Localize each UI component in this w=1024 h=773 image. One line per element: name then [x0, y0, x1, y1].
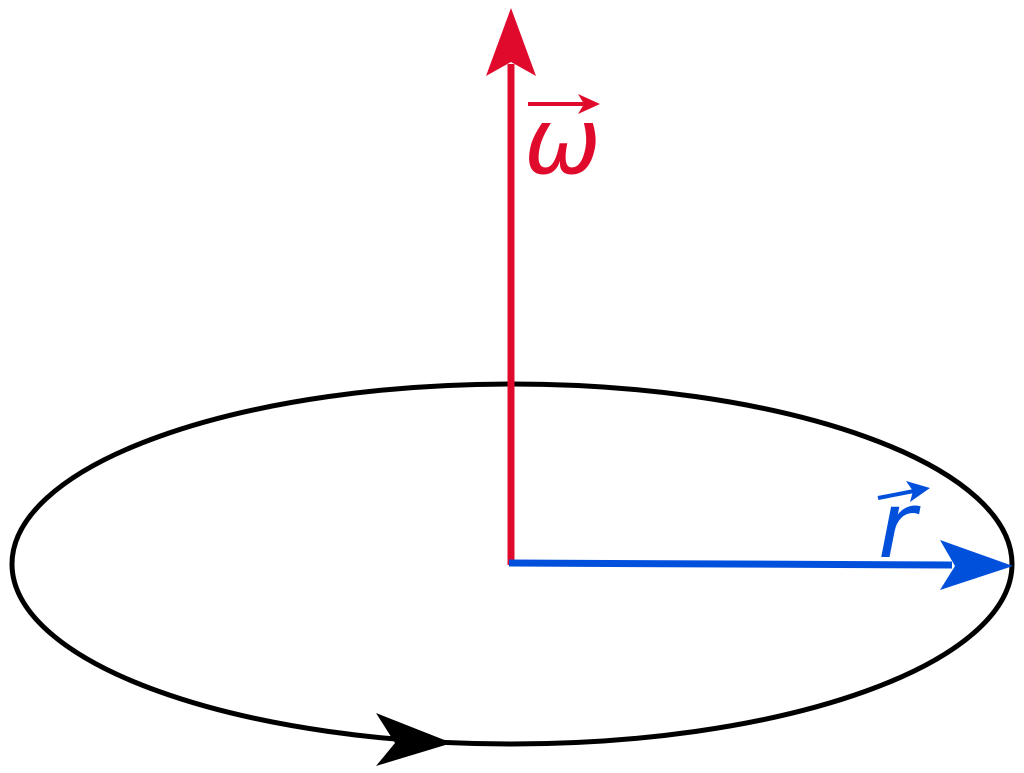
radius-label: r: [878, 472, 916, 579]
omega-vector-arrow-icon: [528, 94, 600, 114]
angular-velocity-label: ω: [524, 88, 602, 195]
radius-arrowhead-icon: [940, 540, 1013, 590]
angular-velocity-arrowhead-icon: [486, 8, 536, 76]
orbit-direction-arrowhead-icon: [376, 713, 452, 766]
r-vector-arrow-icon: [877, 481, 930, 502]
radius-shaft: [508, 559, 953, 569]
